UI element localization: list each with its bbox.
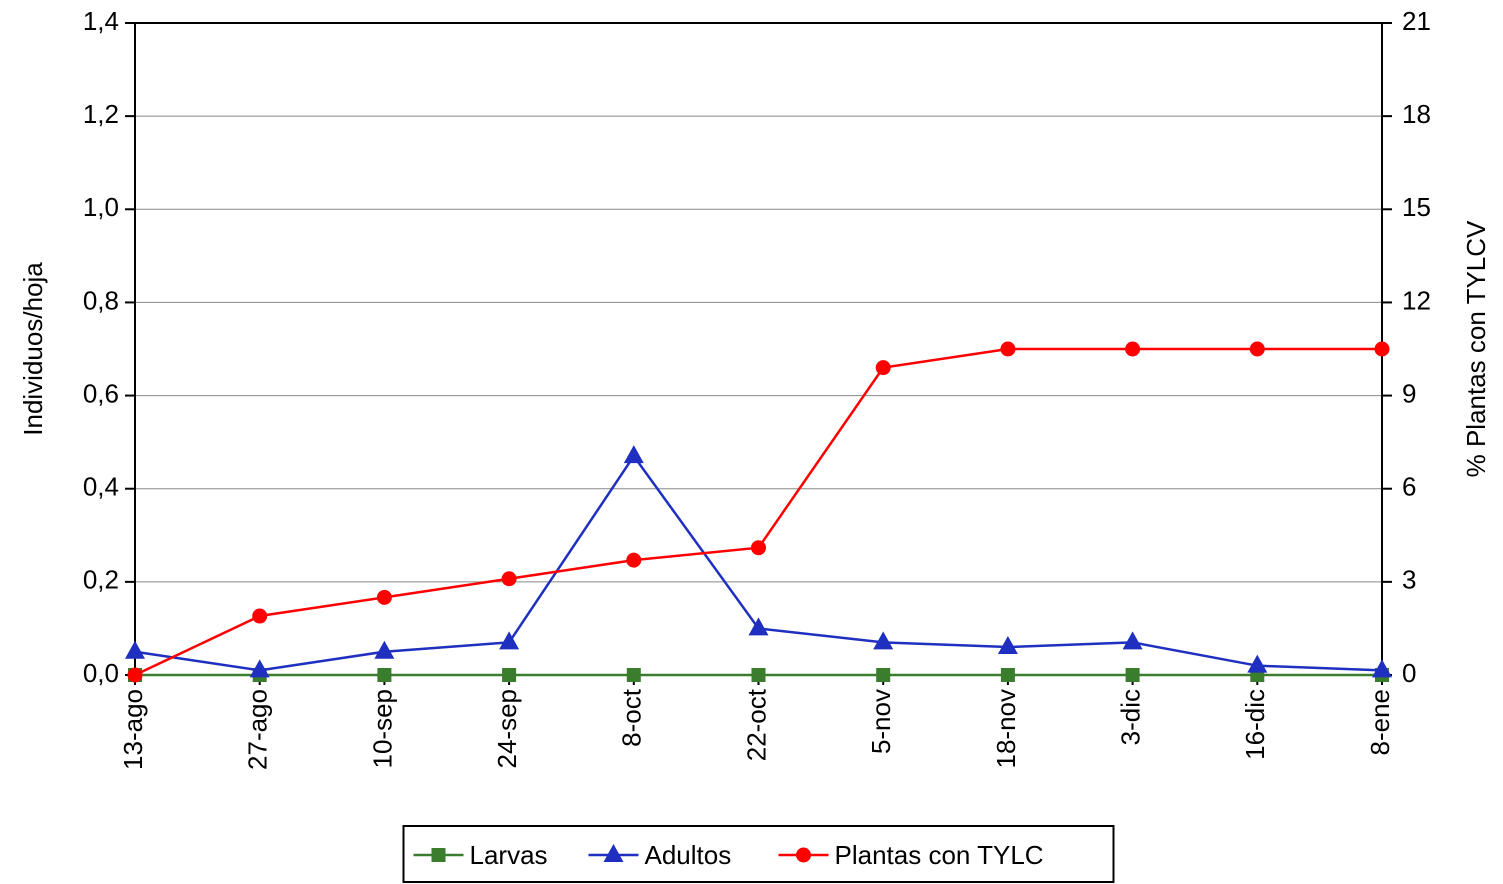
data-point <box>876 668 891 682</box>
y-tick-label: 0,8 <box>83 285 119 315</box>
legend-marker <box>603 844 624 862</box>
legend-label: Plantas con TYLC <box>835 840 1044 870</box>
y2-tick-label: 3 <box>1402 565 1416 595</box>
data-point <box>623 445 644 464</box>
data-point <box>377 668 392 682</box>
data-point <box>374 640 395 659</box>
y-axis-title: Individuos/hoja <box>18 262 48 436</box>
data-point <box>1000 668 1015 682</box>
legend-marker <box>796 847 811 863</box>
data-point <box>1249 341 1265 357</box>
y2-tick-label: 12 <box>1402 285 1431 315</box>
data-point <box>875 360 891 376</box>
data-point <box>1374 341 1390 357</box>
data-point <box>1125 341 1141 357</box>
y2-axis-title: % Plantas con TYLCV <box>1461 220 1491 477</box>
data-point <box>499 631 520 650</box>
y2-tick-label: 21 <box>1402 6 1431 36</box>
x-tick-label: 18-nov <box>991 689 1021 769</box>
x-tick-label: 22-oct <box>741 688 771 761</box>
x-tick-label: 3-dic <box>1115 689 1145 745</box>
data-point <box>501 571 517 587</box>
data-point <box>997 636 1018 655</box>
x-tick-label: 24-sep <box>492 689 522 769</box>
legend-label: Larvas <box>470 840 548 870</box>
data-point <box>1122 631 1143 650</box>
data-point <box>873 631 894 650</box>
y2-tick-label: 9 <box>1402 378 1416 408</box>
data-point <box>1125 668 1140 682</box>
data-point <box>376 589 392 605</box>
data-point <box>751 668 766 682</box>
y-tick-label: 0,4 <box>83 472 119 502</box>
data-point <box>748 617 769 636</box>
x-tick-label: 10-sep <box>367 689 397 769</box>
y-tick-label: 1,2 <box>83 99 119 129</box>
y2-tick-label: 15 <box>1402 192 1431 222</box>
data-point <box>502 668 517 682</box>
x-tick-label: 8-ene <box>1365 689 1395 756</box>
legend-box <box>402 825 1115 883</box>
x-tick-label: 27-ago <box>243 689 273 770</box>
x-tick-label: 16-dic <box>1240 689 1270 760</box>
data-point <box>252 608 268 624</box>
y-tick-label: 0,0 <box>83 658 119 688</box>
legend-label: Adultos <box>645 840 732 870</box>
data-point <box>626 552 642 568</box>
data-point <box>127 667 143 683</box>
x-tick-label: 8-oct <box>617 688 647 747</box>
legend-marker <box>431 848 446 862</box>
data-point <box>1247 654 1268 673</box>
y2-tick-label: 18 <box>1402 99 1431 129</box>
y-tick-label: 0,6 <box>83 378 119 408</box>
y-tick-label: 0,2 <box>83 565 119 595</box>
data-point <box>1000 341 1016 357</box>
data-point <box>626 668 641 682</box>
y-tick-label: 1,4 <box>83 6 119 36</box>
x-tick-label: 13-ago <box>118 689 148 770</box>
y2-tick-label: 0 <box>1402 658 1416 688</box>
data-point <box>125 640 145 659</box>
x-tick-label: 5-nov <box>866 689 896 754</box>
data-point <box>249 659 270 678</box>
y-tick-label: 1,0 <box>83 192 119 222</box>
data-point <box>751 540 766 556</box>
data-point <box>1372 659 1392 678</box>
y2-tick-label: 6 <box>1402 472 1416 502</box>
